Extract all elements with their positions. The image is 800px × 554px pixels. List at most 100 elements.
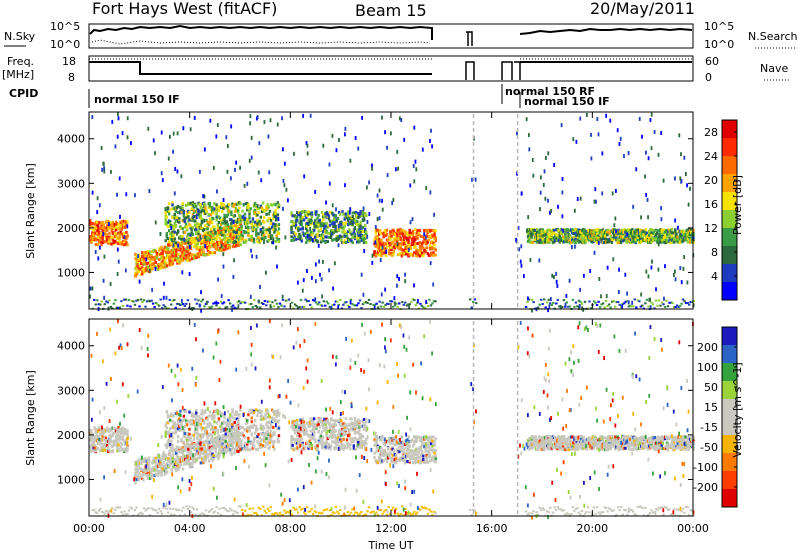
scatter-cell [174, 224, 178, 228]
scatter-cell [277, 240, 281, 244]
scatter-cell [209, 213, 213, 217]
scatter-cell [226, 169, 229, 174]
scatter-cell [403, 233, 407, 237]
scatter-cell [336, 300, 339, 303]
scatter-cell [116, 247, 119, 252]
scatter-cell [173, 237, 176, 241]
scatter-cell [609, 306, 612, 309]
scatter-cell [225, 306, 229, 309]
scatter-cell [379, 231, 382, 235]
scatter-cell [407, 247, 410, 252]
scatter-cell [108, 239, 111, 243]
scatter-cell [388, 252, 391, 256]
scatter-cell [216, 228, 220, 232]
scatter-cell [215, 206, 218, 210]
scatter-cell [638, 116, 641, 121]
scatter-cell [158, 258, 161, 262]
scatter-cell [402, 252, 406, 256]
gap-dash [516, 135, 519, 139]
scatter-cell [189, 224, 192, 228]
scatter-cell [543, 240, 547, 244]
scatter-cell [263, 237, 266, 241]
scatter-cell [117, 259, 120, 264]
scatter-cell [336, 216, 340, 220]
scatter-cell [220, 445, 223, 449]
scatter-cell [268, 170, 271, 175]
scatter-cell [544, 306, 547, 309]
scatter-cell [212, 302, 215, 305]
scatter-cell [399, 252, 402, 256]
scatter-cell [142, 478, 145, 482]
scatter-cell [637, 234, 641, 238]
scatter-cell [92, 438, 95, 442]
scatter-cell [320, 277, 323, 282]
scatter-cell [316, 303, 319, 306]
scatter-cell [322, 239, 325, 243]
scatter-cell [103, 254, 106, 259]
scatter-cell [475, 302, 478, 305]
scatter-cell [654, 228, 658, 232]
scatter-cell [116, 192, 118, 197]
scatter-cell [165, 232, 169, 236]
scatter-cell [374, 254, 377, 258]
scatter-cell [156, 473, 160, 477]
scatter-cell [102, 278, 105, 283]
scatter-cell [115, 306, 119, 309]
scatter-cell [547, 308, 549, 313]
scatter-cell [532, 301, 535, 304]
gap-dash [516, 128, 519, 132]
scatter-cell [141, 269, 144, 273]
scatter-cell [94, 243, 98, 247]
scatter-cell [423, 229, 426, 233]
scatter-cell [381, 252, 384, 256]
scatter-cell [363, 249, 366, 254]
scatter-cell [520, 244, 523, 249]
scatter-cell [364, 301, 368, 304]
scatter-cell [337, 303, 341, 306]
scatter-cell [116, 445, 119, 449]
scatter-cell [242, 214, 245, 219]
scatter-cell [181, 241, 185, 245]
scatter-cell [343, 224, 346, 228]
gap-dash [472, 226, 475, 230]
scatter-cell [126, 234, 129, 238]
scatter-cell [259, 306, 262, 309]
scatter-cell [263, 300, 267, 303]
scatter-cell [204, 235, 207, 239]
scatter-cell [230, 213, 233, 217]
scatter-cell [203, 239, 206, 243]
scatter-cell [212, 230, 215, 234]
scatter-cell [108, 226, 111, 230]
scatter-cell [387, 302, 390, 305]
scatter-cell [166, 461, 169, 465]
scatter-cell [556, 233, 559, 237]
scatter-cell [408, 303, 412, 306]
scatter-cell [295, 215, 299, 219]
scatter-cell [179, 225, 182, 229]
scatter-cell [564, 302, 567, 307]
scatter-cell [373, 303, 377, 306]
scatter-cell [391, 201, 394, 206]
gap-dash [472, 240, 475, 244]
scatter-cell [375, 302, 378, 305]
scatter-cell [243, 183, 246, 188]
scatter-cell [211, 251, 214, 255]
scatter-cell [118, 234, 121, 238]
scatter-cell [647, 305, 650, 308]
scatter-cell [345, 231, 349, 235]
scatter-cell [193, 456, 196, 460]
scatter-cell [119, 445, 122, 449]
scatter-cell [320, 210, 324, 214]
scatter-cell [136, 467, 139, 471]
scatter-cell [117, 112, 119, 117]
scatter-cell [204, 224, 207, 228]
scatter-cell [195, 302, 199, 305]
scatter-cell [220, 243, 223, 248]
scatter-cell [294, 220, 298, 224]
scatter-cell [404, 301, 407, 304]
scatter-cell [320, 222, 324, 226]
scatter-cell [422, 254, 425, 258]
scatter-cell [531, 308, 533, 313]
scatter-cell [323, 222, 326, 226]
